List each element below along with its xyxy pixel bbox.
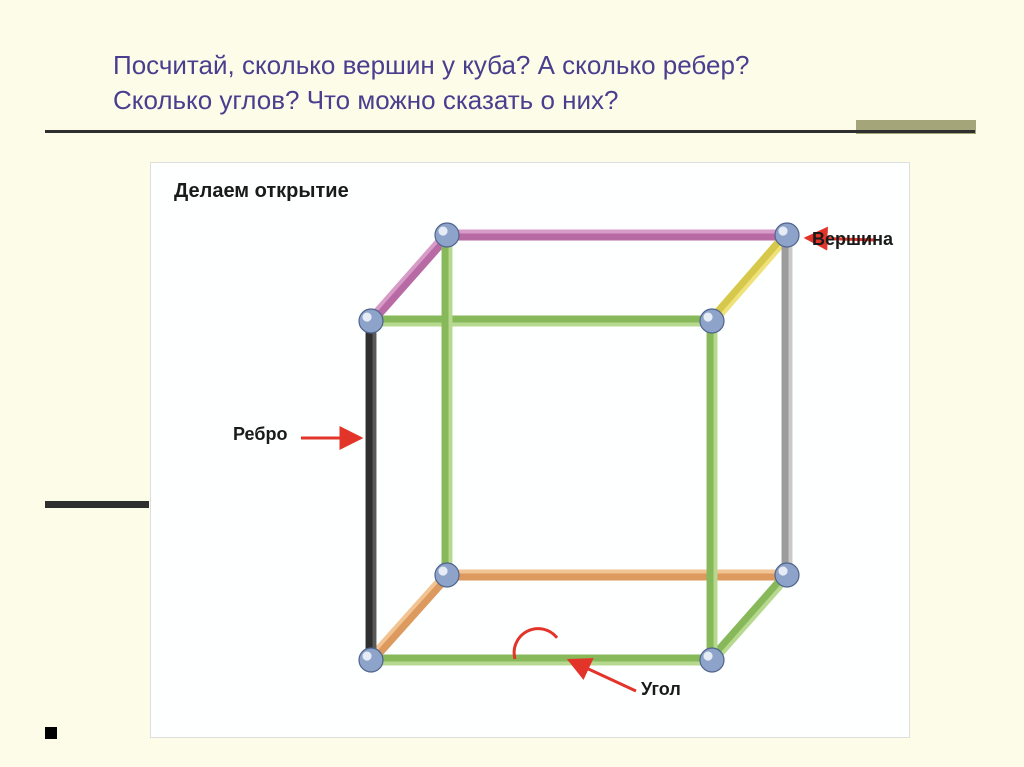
cube-diagram: [151, 163, 909, 737]
label-angle: Угол: [641, 679, 681, 700]
diagram-panel: Делаем открытие Вершина Ребро Угол: [150, 162, 910, 738]
divider-line: [45, 130, 975, 133]
footer-marker: [45, 727, 57, 739]
slide-title: Посчитай, сколько вершин у куба? А сколь…: [113, 48, 913, 118]
label-edge: Ребро: [233, 424, 287, 445]
accent-bar-left: [45, 501, 149, 508]
label-vertex: Вершина: [812, 229, 893, 250]
title-line-1: Посчитай, сколько вершин у куба? А сколь…: [113, 50, 749, 80]
title-line-2: Сколько углов? Что можно сказать о них?: [113, 85, 618, 115]
